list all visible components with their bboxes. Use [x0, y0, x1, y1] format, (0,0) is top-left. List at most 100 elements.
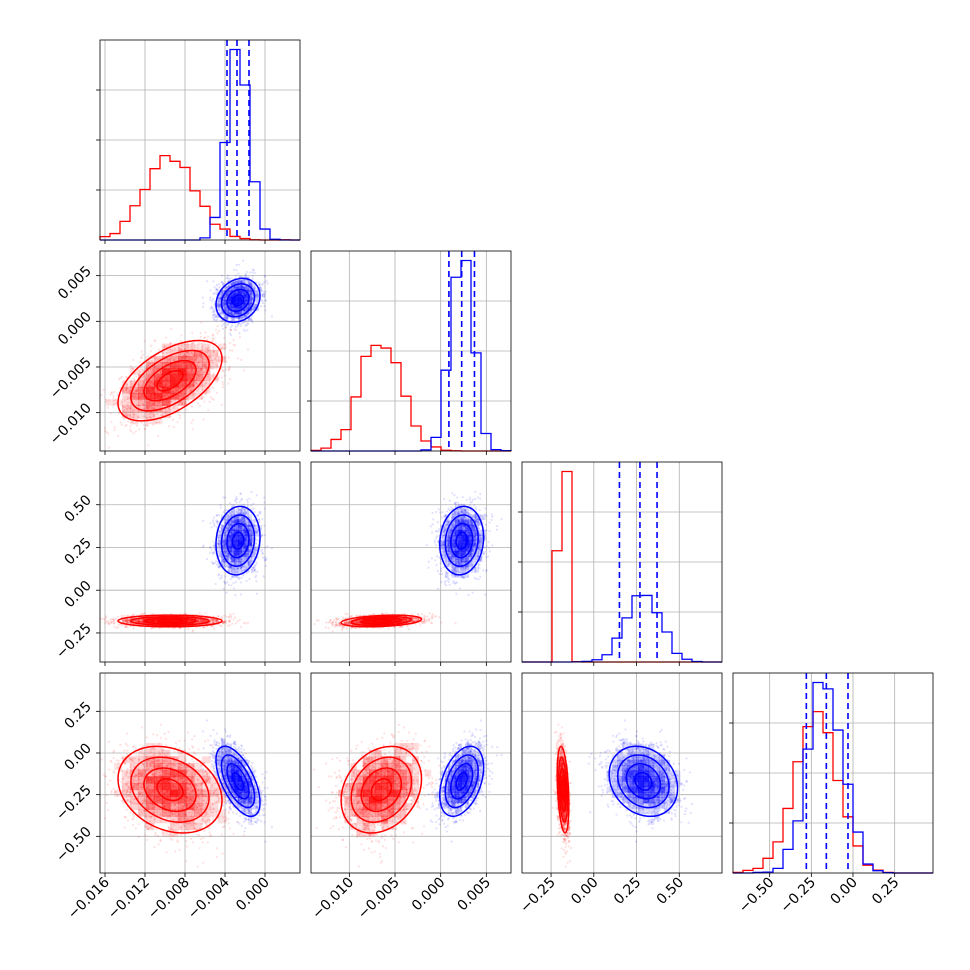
scatter-point: [77, 442, 79, 444]
density-cell: [154, 380, 163, 388]
scatter-point: [123, 396, 126, 399]
density-cell: [194, 349, 203, 357]
scatter-point: [126, 386, 130, 389]
scatter-point: [221, 380, 224, 384]
scatter-point: [224, 360, 227, 364]
scatter-point: [236, 619, 239, 623]
density-cell: [231, 310, 236, 315]
scatter-point: [107, 432, 110, 435]
scatter-point: [201, 347, 204, 350]
scatter-point: [130, 617, 133, 620]
scatter-point: [218, 286, 221, 289]
density-cell: [210, 349, 219, 357]
scatter-point: [214, 620, 218, 623]
scatter-point: [248, 293, 251, 296]
scatter-point: [231, 349, 234, 352]
scatter-point: [225, 317, 228, 320]
density-cell: [162, 399, 171, 406]
scatter-point: [195, 364, 198, 367]
scatter-point: [216, 288, 219, 291]
scatter-point: [250, 284, 253, 287]
scatter-point: [125, 387, 129, 390]
scatter-point: [250, 291, 253, 294]
scatter-point: [218, 306, 221, 309]
scatter-point: [204, 619, 207, 622]
scatter-point: [163, 361, 167, 364]
scatter-point: [186, 398, 190, 401]
scatter-point: [123, 620, 126, 624]
scatter-point: [250, 297, 253, 300]
scatter-point: [222, 327, 225, 330]
scatter-point: [172, 358, 176, 361]
scatter-point: [250, 298, 253, 301]
scatter-point: [201, 388, 204, 391]
density-cell: [162, 355, 171, 363]
scatter-point: [149, 362, 152, 365]
scatter-point: [123, 399, 127, 402]
scatter-point: [142, 402, 145, 406]
scatter-point: [237, 263, 240, 266]
density-cell: [241, 303, 246, 308]
scatter-point: [187, 355, 190, 358]
density-cell: [138, 620, 147, 623]
scatter-point: [255, 292, 259, 295]
scatter-point: [221, 369, 224, 372]
scatter-point: [225, 293, 229, 296]
scatter-point: [209, 622, 212, 625]
scatter-point: [220, 376, 223, 379]
scatter-point: [224, 302, 227, 305]
scatter-point: [132, 415, 135, 419]
density-cell: [224, 310, 229, 315]
scatter-point: [195, 626, 198, 629]
scatter-point: [240, 312, 243, 315]
scatter-point: [247, 307, 250, 310]
hist-panel-3-frame: [732, 672, 934, 874]
scatter-point: [168, 358, 171, 362]
scatter-point: [135, 389, 138, 393]
density-cell: [202, 368, 211, 375]
scatter-point: [226, 276, 229, 279]
scatter-point: [135, 389, 139, 392]
scatter-point: [227, 285, 230, 288]
scatter-panel-2-0-content: [100, 490, 274, 633]
scatter-point: [117, 412, 120, 415]
scatter-point: [225, 619, 228, 622]
scatter-point: [140, 356, 143, 359]
scatter-point: [225, 323, 228, 327]
scatter-point: [191, 394, 195, 397]
scatter-point: [163, 345, 166, 348]
scatter-panel-2-0: [100, 462, 300, 662]
scatter-point: [251, 296, 254, 299]
scatter-point: [212, 625, 215, 628]
scatter-point: [234, 328, 238, 332]
scatter-point: [135, 424, 139, 427]
scatter-point: [242, 290, 245, 294]
scatter-point: [187, 346, 190, 350]
scatter-point: [190, 421, 193, 424]
scatter-point: [195, 363, 198, 366]
density-cell: [138, 619, 147, 621]
density-cell: [186, 343, 195, 351]
scatter-point: [160, 370, 163, 373]
scatter-point: [231, 288, 234, 291]
scatter-point: [252, 305, 255, 309]
scatter-point: [223, 346, 226, 350]
scatter-point: [244, 274, 247, 277]
scatter-point: [223, 620, 226, 623]
scatter-point: [183, 392, 186, 396]
scatter-point: [141, 619, 144, 622]
scatter-point: [244, 324, 247, 327]
density-cell: [231, 293, 236, 298]
scatter-point: [105, 431, 108, 434]
scatter-point: [223, 309, 227, 312]
scatter-point: [202, 418, 205, 421]
density-cell: [210, 620, 219, 622]
scatter-point: [212, 618, 215, 621]
scatter-point: [225, 316, 228, 319]
scatter-point: [95, 405, 97, 407]
density-cell: [254, 293, 259, 298]
scatter-point: [142, 618, 145, 621]
scatter-point: [211, 339, 214, 342]
scatter-point: [212, 618, 215, 621]
scatter-point: [143, 378, 146, 381]
